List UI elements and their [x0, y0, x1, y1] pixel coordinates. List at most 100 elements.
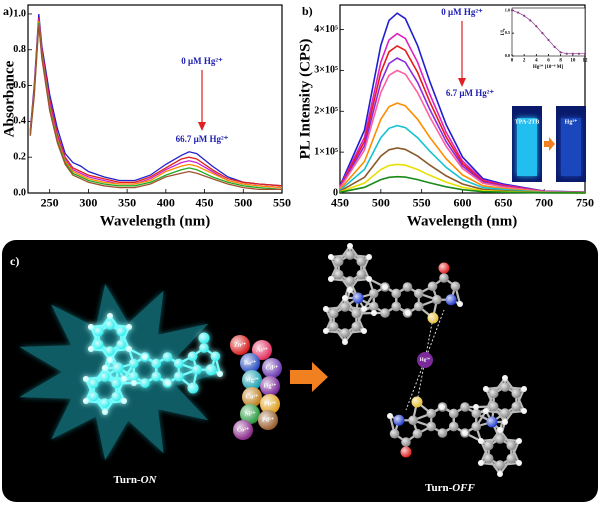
atom-shine — [126, 324, 133, 330]
atom-shine — [413, 301, 424, 312]
atom-shine — [327, 254, 334, 260]
ion-label: Ba²⁺ — [244, 359, 256, 366]
atom-shine — [116, 326, 127, 337]
atom-shine — [497, 471, 503, 477]
x-tick-label: 300 — [79, 196, 97, 210]
ion-shine — [240, 353, 260, 373]
atom-shine — [93, 339, 104, 350]
y-tick-label: 0.2 — [13, 152, 26, 163]
atom-shine — [100, 398, 110, 408]
atom-shine — [105, 320, 115, 330]
atom-shine — [151, 358, 162, 369]
atom-shine — [88, 378, 99, 389]
molecule-on — [82, 313, 223, 415]
panel-label: a) — [3, 4, 13, 18]
ion-shine — [252, 340, 272, 360]
annotation: 6.7 μM Hg²⁺ — [446, 88, 495, 98]
atom-shine — [100, 372, 110, 382]
x-tick-label: 550 — [273, 196, 291, 210]
x-tick-label: 600 — [454, 196, 472, 210]
ion-shine — [230, 335, 250, 355]
coordination-bond — [416, 359, 426, 403]
atom-shine — [401, 437, 411, 447]
vial-label: TPA-2TB — [515, 119, 540, 125]
atom-shine — [471, 408, 482, 419]
atom-shine — [511, 401, 522, 412]
atom-shine — [438, 262, 450, 274]
atom-shine — [471, 421, 482, 432]
atom-shine — [427, 312, 439, 324]
x-tick-label: 450 — [196, 196, 214, 210]
atom-shine — [82, 398, 89, 404]
y-tick-label: 2×10⁵ — [314, 106, 338, 117]
atom-shine — [162, 352, 173, 362]
ion-label: Hg²⁺ — [264, 382, 277, 389]
atom-shine — [333, 256, 344, 267]
y-tick-label: 0.0 — [13, 187, 26, 198]
arrow — [290, 362, 328, 392]
data-point — [583, 52, 587, 55]
atom-shine — [351, 308, 362, 319]
atom-shine — [87, 346, 94, 352]
atom-shine — [382, 284, 388, 290]
data-line — [339, 124, 586, 194]
atom-shine — [380, 308, 390, 318]
atom-shine — [205, 364, 217, 376]
atom-shine — [412, 428, 423, 439]
annotation: 0 μM Hg²⁺ — [181, 56, 223, 66]
state-label: Turn-OFF — [425, 482, 475, 494]
atom-shine — [327, 276, 334, 282]
x-tick-label: 250 — [41, 196, 59, 210]
atom-shine — [450, 281, 461, 292]
x-tick-label: 650 — [494, 196, 512, 210]
vial-glow — [561, 118, 581, 176]
y-tick-label: 0.6 — [13, 80, 26, 91]
atom-shine — [391, 301, 402, 312]
hg-label: Hg²⁺ — [420, 357, 431, 363]
atom-shine — [102, 365, 108, 371]
atom-shine — [356, 269, 367, 280]
x-tick-label: 500 — [234, 196, 252, 210]
x-tick-label: 2 — [523, 59, 526, 64]
x-tick-label: 6 — [547, 59, 550, 64]
atom-shine — [506, 440, 517, 451]
state-label: Turn-ON — [114, 474, 158, 486]
y-axis-label: Absorbance — [1, 60, 17, 137]
atom-shine — [516, 438, 523, 444]
data-line — [339, 102, 586, 194]
atom-shine — [173, 358, 184, 369]
atom-shine — [198, 332, 210, 344]
atom-shine — [432, 294, 442, 305]
data-point — [553, 45, 556, 48]
atom-shine — [342, 339, 348, 345]
atom-shine — [483, 440, 494, 451]
x-tick-label: 4 — [535, 59, 538, 64]
atom-shine — [457, 301, 463, 307]
atom-shine — [366, 254, 373, 260]
atom-shine — [88, 391, 99, 402]
atom-shine — [128, 371, 139, 382]
atom-shine — [128, 358, 139, 369]
y-tick-label: 0.0 — [505, 53, 510, 58]
atom-shine — [173, 371, 184, 382]
ion-label: Ni²⁺ — [245, 410, 256, 417]
atom-shine — [486, 416, 498, 428]
x-tick-label: 450 — [331, 196, 349, 210]
panel-label: b) — [302, 4, 313, 18]
atom-shine — [400, 446, 412, 458]
y-tick-label: 1×10⁵ — [314, 146, 338, 157]
atom-shine — [151, 371, 162, 382]
atom-shine — [405, 310, 411, 316]
ion-label: Co²⁺ — [237, 426, 249, 433]
atom-shine — [333, 269, 344, 280]
atom-shine — [107, 313, 113, 319]
arrow-head — [458, 78, 466, 87]
atom-shine — [482, 408, 489, 414]
atom-shine — [87, 324, 94, 330]
atom-shine — [500, 408, 510, 418]
atom-shine — [112, 362, 124, 374]
atom-shine — [502, 419, 508, 425]
annotation: 0 μM Hg²⁺ — [441, 7, 483, 17]
atom-shine — [371, 310, 377, 316]
